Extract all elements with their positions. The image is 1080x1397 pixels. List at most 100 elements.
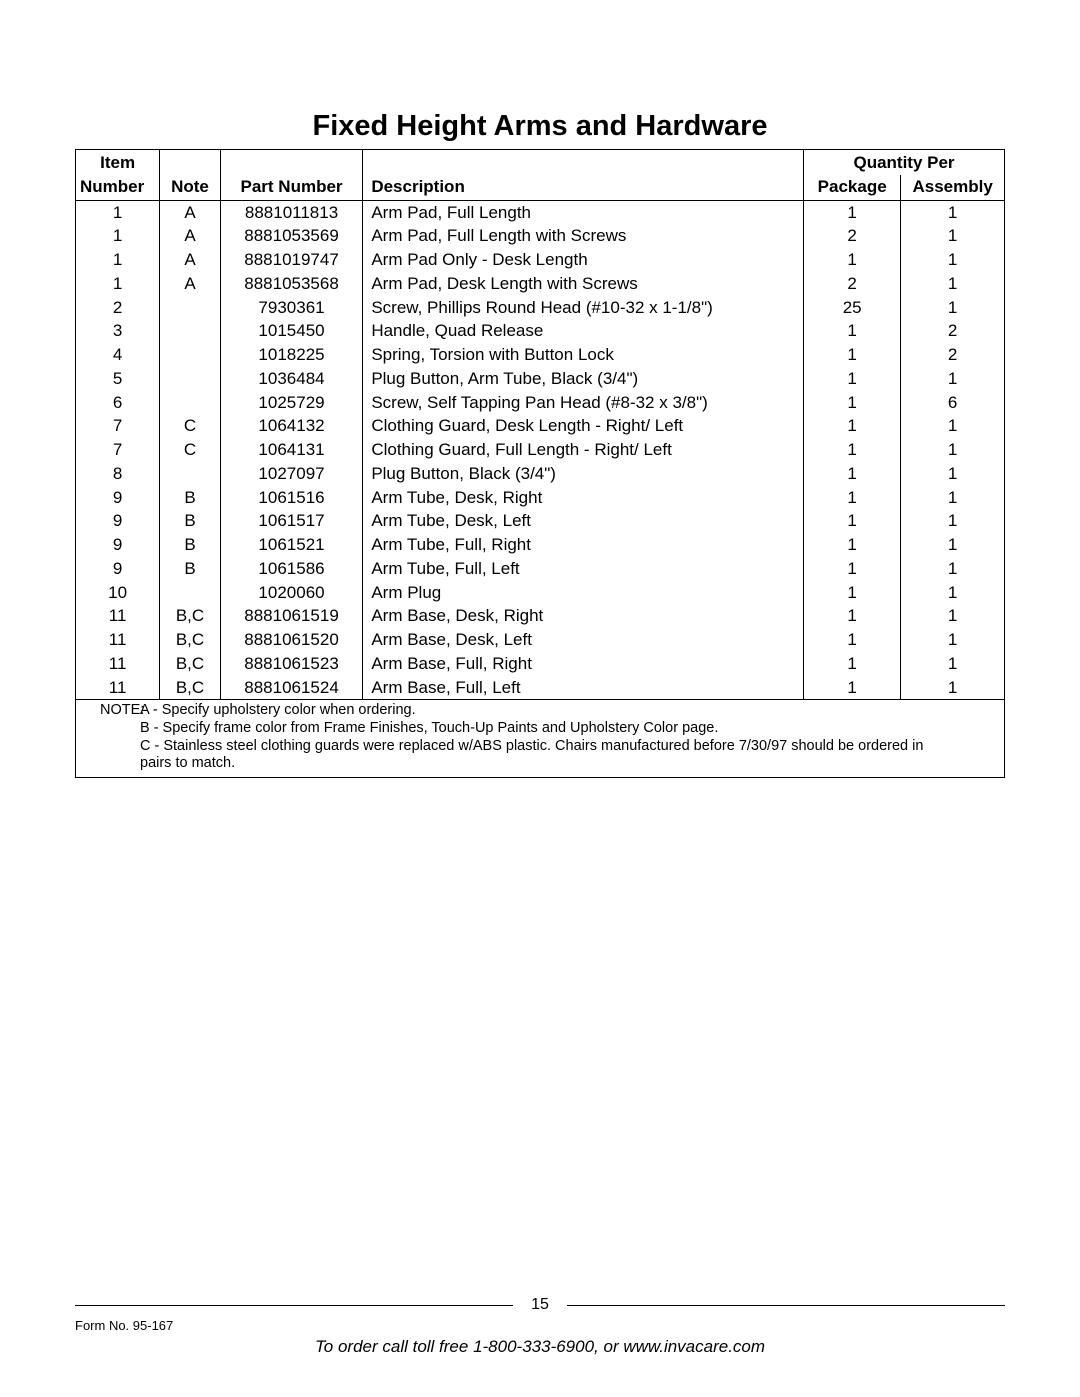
header-item-bottom: Number bbox=[76, 175, 160, 200]
table-row: 11B,C8881061519Arm Base, Desk, Right11 bbox=[76, 604, 1005, 628]
parts-table: Item Quantity Per Number Note Part Numbe… bbox=[75, 149, 1005, 778]
cell-part: 1061586 bbox=[220, 557, 363, 581]
cell-note bbox=[160, 367, 220, 391]
header-description: Description bbox=[363, 175, 804, 200]
cell-item: 9 bbox=[76, 486, 160, 510]
cell-description: Spring, Torsion with Button Lock bbox=[363, 343, 804, 367]
cell-note: A bbox=[160, 224, 220, 248]
table-row: 31015450Handle, Quad Release12 bbox=[76, 319, 1005, 343]
header-package: Package bbox=[804, 175, 901, 200]
cell-item: 1 bbox=[76, 272, 160, 296]
cell-package: 1 bbox=[804, 557, 901, 581]
cell-description: Arm Pad, Full Length bbox=[363, 200, 804, 224]
note-line: A - Specify upholstery color when orderi… bbox=[140, 702, 998, 720]
cell-assembly: 1 bbox=[901, 200, 1005, 224]
notes-label: NOTE: bbox=[82, 702, 140, 773]
table-row: 101020060Arm Plug11 bbox=[76, 581, 1005, 605]
table-row: 9B1061586Arm Tube, Full, Left11 bbox=[76, 557, 1005, 581]
cell-part: 8881053569 bbox=[220, 224, 363, 248]
cell-package: 2 bbox=[804, 272, 901, 296]
cell-assembly: 1 bbox=[901, 248, 1005, 272]
cell-note bbox=[160, 296, 220, 320]
cell-description: Screw, Self Tapping Pan Head (#8-32 x 3/… bbox=[363, 391, 804, 415]
cell-description: Arm Tube, Desk, Right bbox=[363, 486, 804, 510]
cell-assembly: 1 bbox=[901, 581, 1005, 605]
cell-note: C bbox=[160, 438, 220, 462]
cell-assembly: 2 bbox=[901, 319, 1005, 343]
form-number: Form No. 95-167 bbox=[75, 1318, 1005, 1333]
cell-item: 11 bbox=[76, 652, 160, 676]
table-row: 9B1061516Arm Tube, Desk, Right11 bbox=[76, 486, 1005, 510]
table-row: 7C1064132Clothing Guard, Desk Length - R… bbox=[76, 414, 1005, 438]
cell-note: B,C bbox=[160, 676, 220, 700]
page: Fixed Height Arms and Hardware Item Quan… bbox=[0, 0, 1080, 1397]
cell-package: 1 bbox=[804, 581, 901, 605]
cell-package: 1 bbox=[804, 652, 901, 676]
cell-item: 11 bbox=[76, 604, 160, 628]
cell-description: Arm Base, Full, Left bbox=[363, 676, 804, 700]
cell-note bbox=[160, 581, 220, 605]
cell-package: 1 bbox=[804, 604, 901, 628]
cell-package: 1 bbox=[804, 509, 901, 533]
cell-description: Clothing Guard, Desk Length - Right/ Lef… bbox=[363, 414, 804, 438]
table-header: Item Quantity Per Number Note Part Numbe… bbox=[76, 150, 1005, 201]
cell-description: Arm Tube, Full, Left bbox=[363, 557, 804, 581]
header-note-blank bbox=[160, 150, 220, 175]
cell-note: B bbox=[160, 557, 220, 581]
cell-assembly: 1 bbox=[901, 652, 1005, 676]
cell-assembly: 1 bbox=[901, 557, 1005, 581]
header-note: Note bbox=[160, 175, 220, 200]
cell-note bbox=[160, 319, 220, 343]
table-row: 81027097Plug Button, Black (3/4")11 bbox=[76, 462, 1005, 486]
table-row: 1A8881011813Arm Pad, Full Length11 bbox=[76, 200, 1005, 224]
cell-part: 1025729 bbox=[220, 391, 363, 415]
cell-package: 1 bbox=[804, 533, 901, 557]
cell-package: 1 bbox=[804, 628, 901, 652]
rule-right bbox=[567, 1305, 1005, 1306]
cell-description: Clothing Guard, Full Length - Right/ Lef… bbox=[363, 438, 804, 462]
cell-package: 1 bbox=[804, 319, 901, 343]
cell-part: 8881061520 bbox=[220, 628, 363, 652]
cell-package: 1 bbox=[804, 200, 901, 224]
cell-note: C bbox=[160, 414, 220, 438]
cell-part: 1020060 bbox=[220, 581, 363, 605]
cell-part: 8881061523 bbox=[220, 652, 363, 676]
cell-assembly: 1 bbox=[901, 509, 1005, 533]
cell-assembly: 1 bbox=[901, 533, 1005, 557]
table-row: 11B,C8881061520Arm Base, Desk, Left11 bbox=[76, 628, 1005, 652]
cell-item: 9 bbox=[76, 509, 160, 533]
header-part-number: Part Number bbox=[220, 175, 363, 200]
cell-package: 1 bbox=[804, 438, 901, 462]
cell-package: 2 bbox=[804, 224, 901, 248]
cell-item: 1 bbox=[76, 248, 160, 272]
cell-assembly: 1 bbox=[901, 296, 1005, 320]
cell-assembly: 1 bbox=[901, 628, 1005, 652]
cell-assembly: 1 bbox=[901, 486, 1005, 510]
cell-note: B bbox=[160, 533, 220, 557]
header-part-blank bbox=[220, 150, 363, 175]
cell-item: 7 bbox=[76, 438, 160, 462]
cell-package: 1 bbox=[804, 462, 901, 486]
header-qty-per: Quantity Per bbox=[804, 150, 1005, 175]
cell-part: 1061521 bbox=[220, 533, 363, 557]
cell-item: 6 bbox=[76, 391, 160, 415]
table-row: 9B1061517Arm Tube, Desk, Left11 bbox=[76, 509, 1005, 533]
cell-item: 8 bbox=[76, 462, 160, 486]
table-row: 6 1025729Screw, Self Tapping Pan Head (#8… bbox=[76, 391, 1005, 415]
cell-note: B,C bbox=[160, 604, 220, 628]
cell-assembly: 1 bbox=[901, 462, 1005, 486]
cell-part: 1018225 bbox=[220, 343, 363, 367]
page-footer: 15 Form No. 95-167 To order call toll fr… bbox=[75, 1296, 1005, 1357]
cell-note: B,C bbox=[160, 652, 220, 676]
cell-item: 2 bbox=[76, 296, 160, 320]
header-assembly: Assembly bbox=[901, 175, 1005, 200]
table-row: 1A8881019747Arm Pad Only - Desk Length11 bbox=[76, 248, 1005, 272]
cell-part: 8881053568 bbox=[220, 272, 363, 296]
cell-item: 10 bbox=[76, 581, 160, 605]
cell-package: 1 bbox=[804, 486, 901, 510]
cell-package: 1 bbox=[804, 343, 901, 367]
table-row: 1A8881053569Arm Pad, Full Length with Sc… bbox=[76, 224, 1005, 248]
page-number: 15 bbox=[525, 1296, 555, 1314]
header-item-top: Item bbox=[76, 150, 160, 175]
cell-assembly: 1 bbox=[901, 272, 1005, 296]
